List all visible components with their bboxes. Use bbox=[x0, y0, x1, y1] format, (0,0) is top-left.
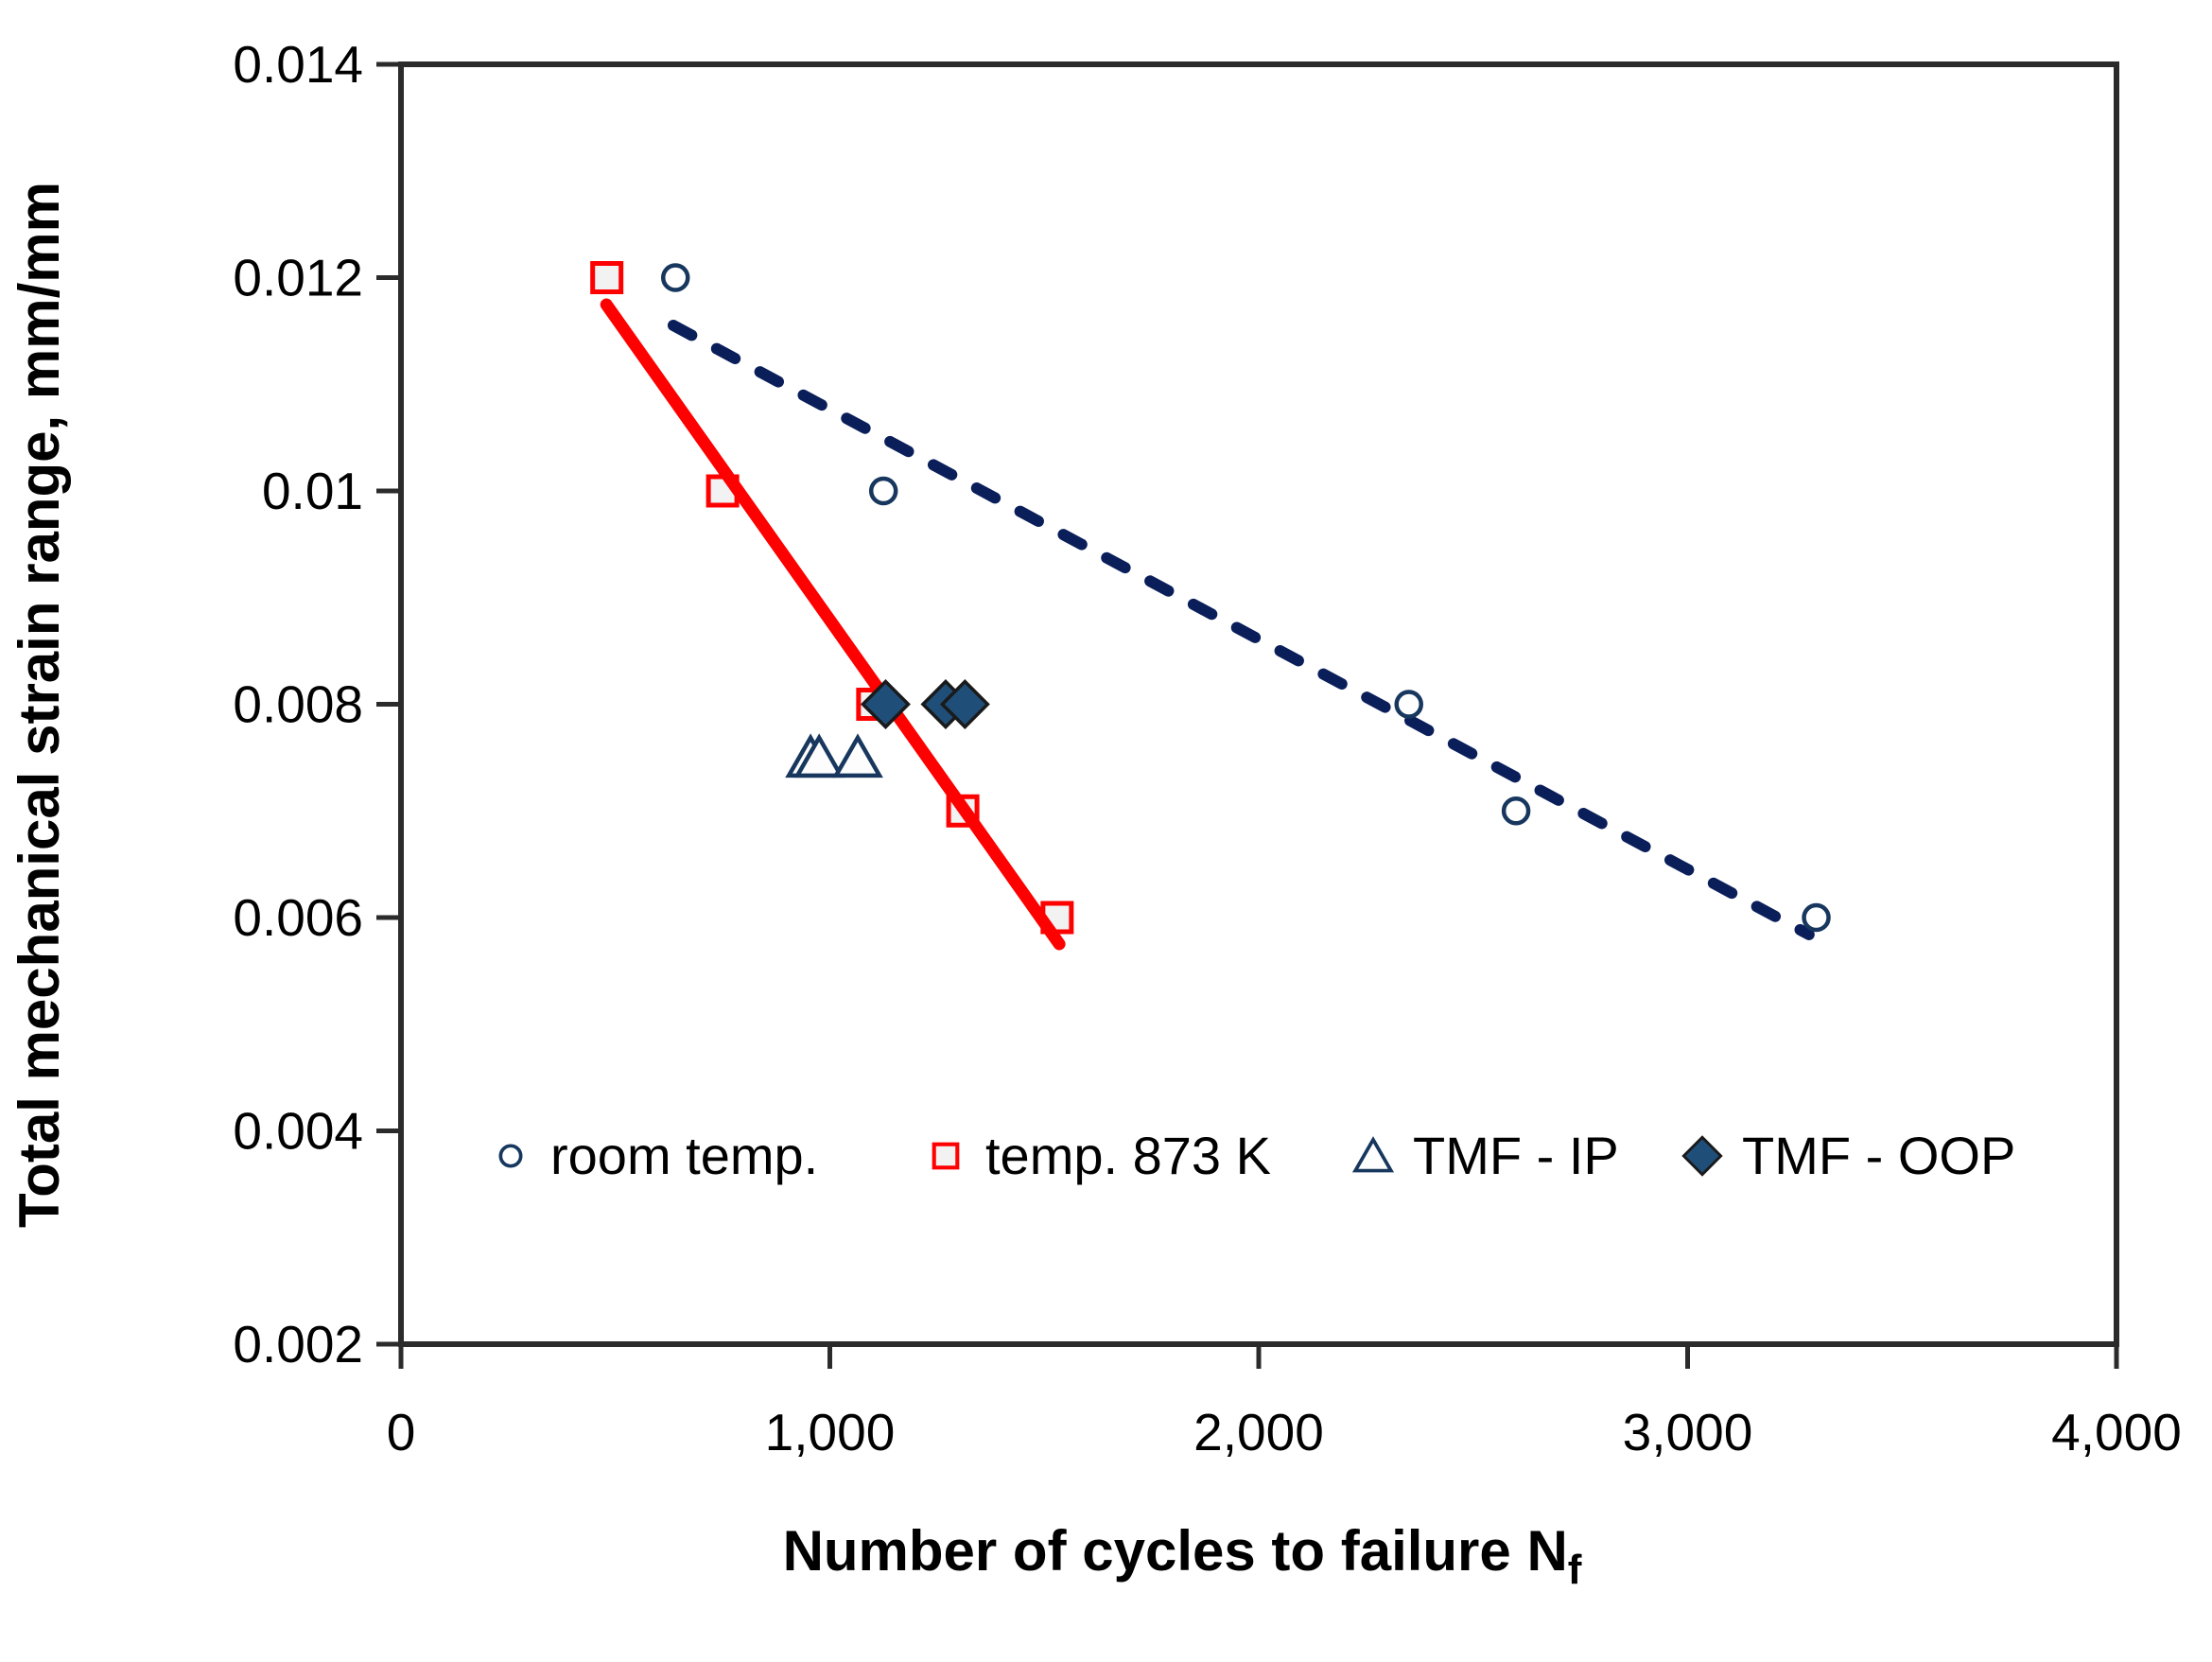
trendline-dashed bbox=[667, 320, 1815, 940]
marker-circle bbox=[1802, 902, 1831, 933]
y-tick-label: 0.012 bbox=[233, 249, 363, 307]
y-axis-title: Total mechanical strain range, mm/mm bbox=[8, 182, 71, 1228]
marker-circle bbox=[868, 476, 898, 506]
trendline-solid bbox=[600, 298, 1066, 951]
legend-label: TMF - OOP bbox=[1742, 1126, 2015, 1185]
legend-item: TMF - OOP bbox=[1681, 1126, 2015, 1185]
legend-item: TMF - IP bbox=[1351, 1126, 1619, 1185]
marker-square bbox=[590, 261, 624, 294]
x-tick-label: 2,000 bbox=[1193, 1403, 1324, 1461]
marker-circle bbox=[660, 263, 690, 292]
legend-item: temp. 873 K bbox=[932, 1126, 1271, 1185]
marker-circle bbox=[1501, 796, 1531, 826]
marker-diamond bbox=[860, 679, 911, 729]
legend-label: temp. 873 K bbox=[985, 1126, 1271, 1185]
y-tick-label: 0.004 bbox=[233, 1102, 363, 1161]
marker-triangle bbox=[1351, 1136, 1395, 1173]
x-axis-title-subscript: f bbox=[1568, 1547, 1582, 1593]
y-tick-label: 0.01 bbox=[262, 462, 363, 520]
x-axis-title: Number of cycles to failure Nf bbox=[783, 1519, 1582, 1593]
marker-square bbox=[932, 1142, 960, 1170]
legend-label: TMF - IP bbox=[1413, 1126, 1619, 1185]
x-tick-label: 3,000 bbox=[1623, 1403, 1753, 1461]
marker-diamond bbox=[939, 679, 990, 729]
y-tick-label: 0.006 bbox=[233, 888, 363, 947]
x-tick-label: 4,000 bbox=[2051, 1403, 2182, 1461]
legend-item: room temp. bbox=[498, 1126, 818, 1185]
marker-triangle bbox=[832, 733, 883, 779]
marker-circle bbox=[498, 1144, 523, 1168]
marker-diamond bbox=[1681, 1135, 1723, 1177]
x-tick-label: 1,000 bbox=[765, 1403, 896, 1461]
x-axis-ticks: 0 1,000 2,000 3,000 4,000 bbox=[387, 1344, 2182, 1461]
data-series-layer bbox=[590, 261, 1831, 951]
y-tick-label: 0.014 bbox=[233, 35, 363, 94]
x-axis-title-main: Number of cycles to failure N bbox=[783, 1519, 1568, 1583]
y-axis-ticks: 0.002 0.004 0.006 0.008 0.01 0.012 0.014 bbox=[233, 35, 401, 1373]
marker-circle bbox=[1394, 690, 1423, 719]
marker-triangle bbox=[793, 733, 845, 779]
legend: room temp. temp. 873 K TMF - IP TMF - OOP bbox=[498, 1126, 2015, 1185]
y-tick-label: 0.008 bbox=[233, 675, 363, 734]
legend-label: room temp. bbox=[550, 1126, 818, 1185]
y-tick-label: 0.002 bbox=[233, 1315, 363, 1373]
x-tick-label: 0 bbox=[387, 1403, 416, 1461]
